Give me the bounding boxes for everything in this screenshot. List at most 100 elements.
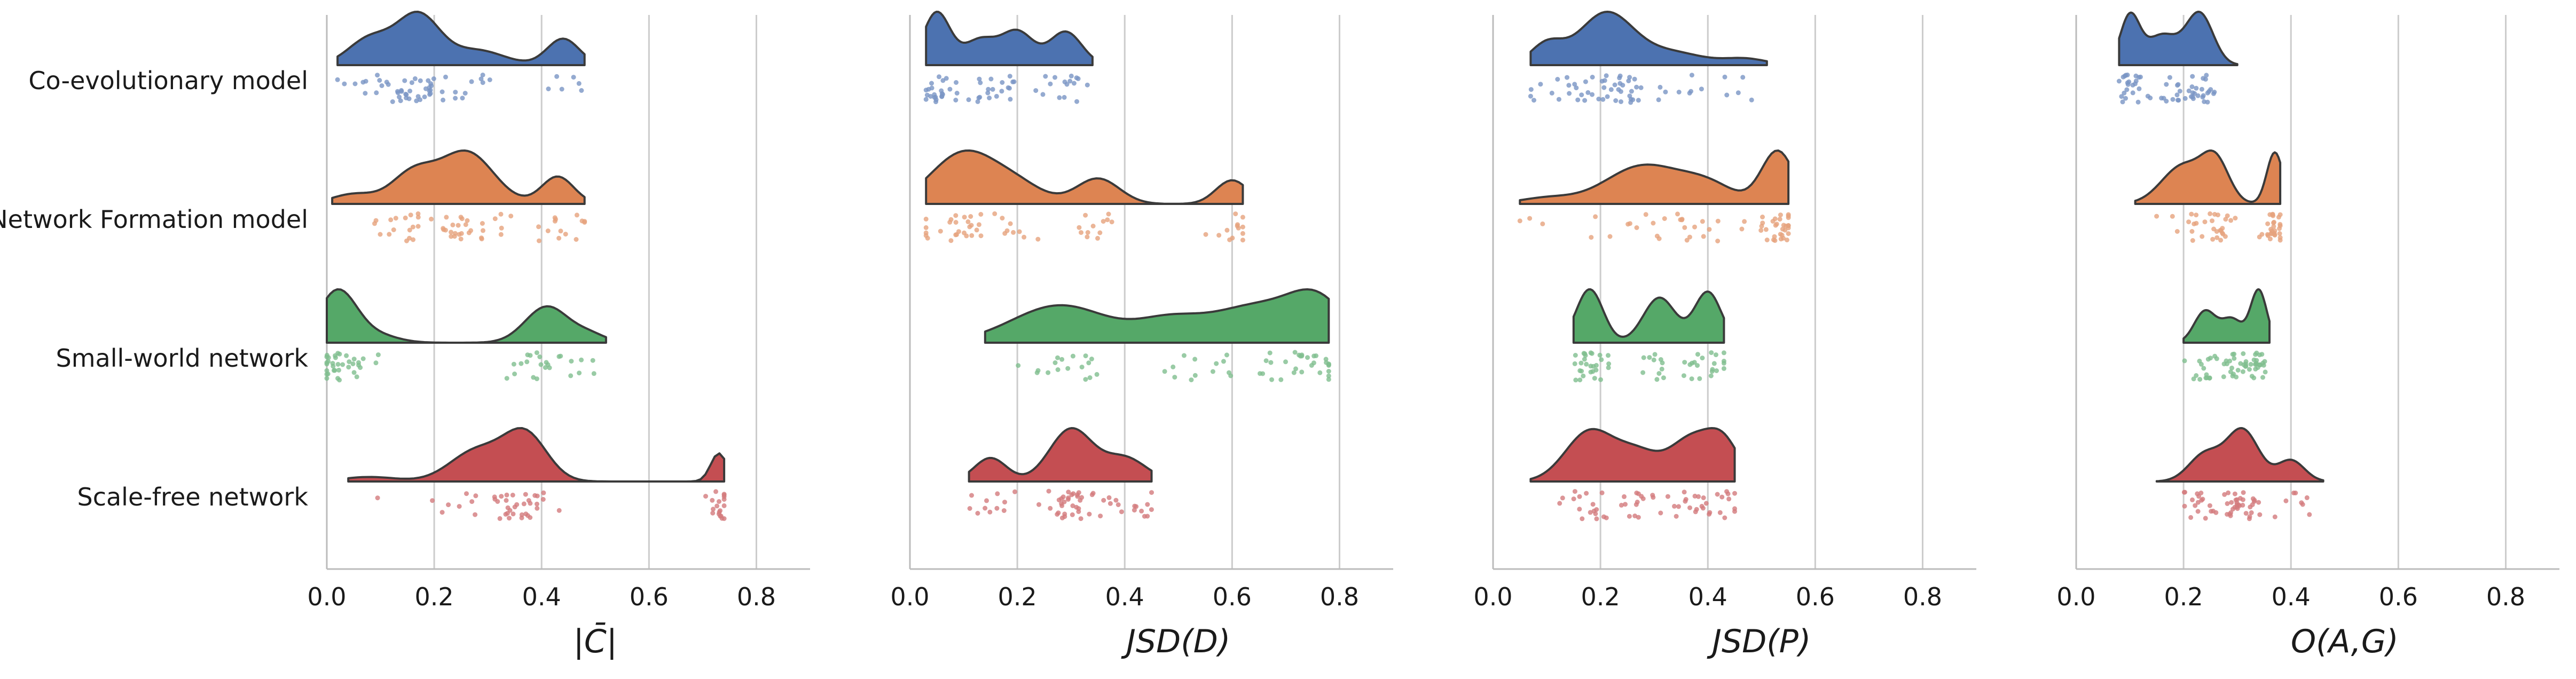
data-point <box>2243 511 2249 516</box>
x-tick-label: 0.4 <box>1105 582 1144 611</box>
data-point <box>1216 233 1222 238</box>
data-point <box>1149 490 1154 495</box>
data-point <box>1689 73 1694 78</box>
data-point <box>1597 352 1603 358</box>
data-point <box>974 227 979 233</box>
data-point <box>2238 361 2243 366</box>
data-point <box>1085 230 1090 235</box>
data-point <box>1055 355 1060 360</box>
data-point <box>1739 226 1745 232</box>
data-point <box>1069 73 1074 78</box>
data-point <box>1293 366 1298 372</box>
data-point <box>324 360 329 365</box>
data-point <box>987 96 992 100</box>
data-point <box>407 227 412 233</box>
data-point <box>1066 489 1071 495</box>
data-point <box>2177 89 2182 94</box>
data-point <box>388 217 394 223</box>
data-point <box>953 220 959 225</box>
data-point <box>2229 365 2234 370</box>
data-point <box>1695 363 1700 368</box>
data-point <box>412 76 418 81</box>
x-tick-label: 0.2 <box>998 582 1037 611</box>
data-point <box>1585 90 1591 95</box>
data-point <box>2182 503 2187 509</box>
data-point <box>966 97 971 102</box>
data-point <box>1579 92 1584 98</box>
data-point <box>964 233 969 239</box>
data-point <box>2228 369 2233 375</box>
data-point <box>954 80 959 85</box>
data-point <box>1108 501 1113 506</box>
data-point <box>721 492 727 498</box>
data-point <box>1715 239 1721 243</box>
data-point <box>372 221 377 226</box>
data-point <box>523 511 529 517</box>
data-point <box>1632 514 1638 518</box>
data-point <box>1619 502 1624 508</box>
data-point <box>1588 350 1593 356</box>
data-point <box>591 371 596 376</box>
data-point <box>2176 82 2181 87</box>
data-point <box>354 374 359 380</box>
x-tick-label: 0.0 <box>307 582 346 611</box>
data-point <box>1116 502 1121 507</box>
data-point <box>404 238 409 243</box>
data-point <box>431 76 436 81</box>
x-tick-label: 0.6 <box>630 582 669 611</box>
density-cloud <box>2155 427 2324 483</box>
data-point <box>923 225 929 230</box>
density-cloud <box>925 149 1244 205</box>
data-point <box>473 512 478 517</box>
data-point <box>1214 361 1219 366</box>
data-point <box>2154 214 2159 219</box>
data-point <box>1593 214 1598 219</box>
data-point <box>535 506 540 511</box>
data-point <box>1606 365 1611 370</box>
data-point <box>1622 494 1627 499</box>
data-point <box>2208 211 2213 216</box>
data-point <box>535 501 539 507</box>
data-point <box>1607 234 1613 239</box>
data-point <box>1066 495 1071 501</box>
data-point <box>374 90 379 96</box>
data-point <box>978 80 983 85</box>
data-point <box>1722 515 1727 520</box>
data-point <box>1079 230 1083 235</box>
data-point <box>1635 500 1640 504</box>
data-point <box>387 232 392 237</box>
data-point <box>1777 217 1782 222</box>
density-cloud <box>984 288 1330 344</box>
data-point <box>1079 365 1085 370</box>
data-point <box>1580 516 1585 522</box>
data-point <box>954 91 960 96</box>
data-point <box>430 498 435 503</box>
data-point <box>1035 236 1041 242</box>
data-point <box>983 506 988 511</box>
data-point <box>2225 501 2230 506</box>
data-point <box>1528 87 1534 92</box>
data-point <box>2277 238 2283 243</box>
data-point <box>2130 90 2135 96</box>
data-point <box>2189 211 2194 217</box>
data-point <box>512 372 517 376</box>
data-point <box>537 238 541 243</box>
data-point <box>1656 236 1662 241</box>
data-point <box>1000 216 1005 221</box>
data-point <box>540 497 546 502</box>
data-point <box>449 230 454 235</box>
data-point <box>1654 377 1660 382</box>
data-point <box>2207 503 2212 508</box>
data-point <box>923 88 929 93</box>
data-point <box>446 502 451 508</box>
data-point <box>1577 507 1582 512</box>
data-point <box>2190 238 2195 243</box>
data-point <box>2240 497 2245 502</box>
data-point <box>2203 516 2208 521</box>
data-point <box>1071 81 1077 86</box>
data-point <box>1687 90 1692 96</box>
data-point <box>450 222 455 227</box>
data-point <box>521 501 527 507</box>
data-point <box>2210 218 2214 224</box>
data-point <box>1517 218 1522 224</box>
